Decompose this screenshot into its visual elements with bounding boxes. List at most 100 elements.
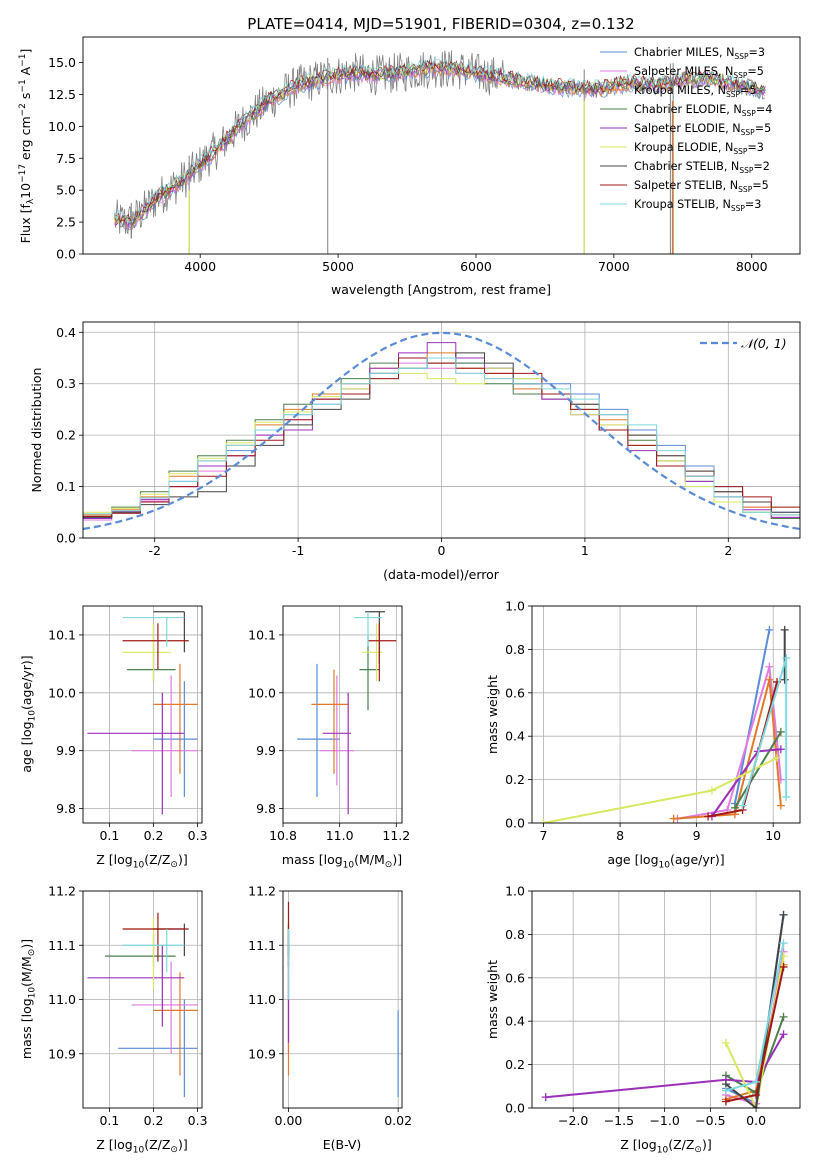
x-axis-label-part: 10: [657, 1146, 669, 1156]
y-tick-label: 0.6: [505, 685, 525, 700]
panel-age-vs-Z: 0.1 0.2 0.39.89.910.010.1Z [log10(Z/Z⊙)]ag…: [19, 605, 208, 871]
x-tick-label: 0.0: [746, 1113, 766, 1128]
plot-area: [87, 611, 198, 815]
panel-age-vs-mass: 10.8 11.0 11.2 9.8 9.9 10.0 10.1 mass [log10(M/…: [248, 605, 410, 871]
x-tick-label: 11.0: [326, 828, 354, 843]
weight-marker: [780, 675, 789, 684]
x-axis-label-part: (Z/Z: [144, 852, 170, 867]
plot-area: [83, 331, 800, 531]
weight-line: [725, 914, 785, 1108]
y-axis-label-part: s: [18, 93, 33, 104]
x-tick-label: −1.5: [604, 1113, 634, 1128]
y-axis-label-part: λ: [26, 198, 36, 204]
axes-spines: [82, 36, 801, 255]
weight-marker: [776, 801, 785, 810]
histogram-step: [83, 357, 800, 516]
x-tick-label: -1: [292, 543, 304, 558]
y-tick-label: 10.0: [248, 685, 276, 700]
weight-marker: [776, 727, 785, 736]
legend-label-part: SSP: [739, 166, 754, 175]
x-axis-label-part: ⊙: [694, 1145, 702, 1155]
y-tick-label: 10.1: [248, 627, 276, 642]
x-axis-label: Z [log10(Z/Z⊙)]: [96, 852, 187, 871]
weight-marker: [780, 625, 789, 634]
x-axis-label-part: ⊙: [385, 860, 393, 870]
y-axis-label-part: mass [log: [19, 998, 34, 1059]
axes-spines: [82, 605, 203, 824]
weight-marker: [779, 1030, 788, 1039]
legend-label-part: Salpeter MILES, N: [634, 65, 733, 78]
panel-weight-vs-Z: −2.0 −1.5 −1.0 −0.5 0.0 0.0 0.2 0.4 0.6 0.8 1.0 mas…: [485, 884, 801, 1156]
y-tick-label: 10.0: [48, 685, 76, 700]
y-tick-label: 9.9: [256, 743, 276, 758]
y-tick-label: 0.3: [56, 376, 76, 391]
x-axis-label: age [log10(age/yr)]: [607, 852, 724, 871]
x-tick-label: −0.5: [695, 1113, 725, 1128]
y-tick-label: 11.0: [248, 992, 276, 1007]
x-tick-label: 0.1: [99, 1113, 119, 1128]
x-tick-label: 11.2: [382, 828, 410, 843]
x-tick-label: 7: [540, 828, 548, 843]
legend-label-part: Chabrier ELODIE, N: [634, 103, 742, 116]
weight-marker: [782, 654, 791, 663]
weight-marker: [752, 1090, 761, 1099]
legend-label-part: =5: [740, 84, 757, 97]
weight-marker: [738, 801, 747, 810]
y-tick-label: 0.8: [505, 927, 525, 942]
y-axis-label-part: −: [18, 175, 28, 183]
y-axis-label: Normed distribution: [29, 368, 44, 493]
legend-label-part: =5: [755, 122, 772, 135]
y-tick-label: 0.2: [505, 1057, 525, 1072]
panel-mass-vs-Z: 0.1 0.2 0.310.911.011.111.2Z [log10(Z/Z⊙)]…: [19, 884, 208, 1156]
legend-label-part: Kroupa MILES, N: [634, 84, 726, 97]
y-axis-label-part: Flux [f: [18, 204, 33, 244]
y-tick-label: 0.4: [505, 1014, 525, 1029]
x-tick-label: 0.3: [188, 1113, 208, 1128]
legend-label-part: =4: [756, 103, 773, 116]
legend-label-part: Kroupa ELODIE, N: [634, 141, 733, 154]
y-tick-label: 0.0: [56, 531, 76, 546]
x-axis-label-part: (Z/Z: [144, 1137, 170, 1152]
y-axis-label-part: 17: [18, 164, 28, 175]
axes-frame: 0.00 0.02 10.9 11.0 11.1 11.2 E(B-V): [248, 884, 412, 1153]
weight-marker: [765, 675, 774, 684]
x-axis-label-part: Z [log: [96, 852, 132, 867]
y-tick-label: 9.9: [56, 743, 76, 758]
weight-marker: [721, 1086, 730, 1095]
weight-marker: [765, 662, 774, 671]
x-axis-label: Z [log10(Z/Z⊙)]: [96, 1137, 187, 1156]
panel-residuals: -2 -1 0 1 2 0.0 0.1 0.2 0.3 0.4 (data-model)/error…: [29, 321, 801, 582]
legend-label-part: SSP: [741, 128, 756, 137]
x-tick-label: 8: [616, 828, 624, 843]
x-axis-label-part: 10: [133, 861, 145, 871]
normal-curve: [83, 331, 800, 531]
y-tick-label: 11.1: [248, 938, 276, 953]
legend-label: Kroupa ELODIE, NSSP=3: [634, 141, 764, 156]
x-tick-label: −1.0: [649, 1113, 679, 1128]
y-tick-label: 10.9: [248, 1046, 276, 1061]
x-tick-label: 6000: [460, 259, 492, 274]
legend-label-part: =3: [745, 198, 762, 211]
legend-label: Kroupa MILES, NSSP=5: [634, 84, 757, 99]
x-axis-label-part: Z [log: [620, 1137, 656, 1152]
weight-marker: [721, 1097, 730, 1106]
weight-marker: [752, 1104, 761, 1108]
y-tick-label: 0.0: [56, 247, 76, 262]
figure-title: PLATE=0414, MJD=51901, FIBERID=0304, z=0…: [247, 15, 634, 33]
x-axis-label: Z [log10(Z/Z⊙)]: [620, 1137, 711, 1156]
y-axis-label: mass [log10(M/M⊙)]: [19, 939, 38, 1059]
y-axis-label-part: (age/yr)]: [19, 655, 34, 710]
x-tick-label: 9: [693, 828, 701, 843]
legend-label: Salpeter ELODIE, NSSP=5: [634, 122, 771, 137]
y-axis-label-part: erg cm: [18, 116, 33, 164]
x-tick-label: 1: [581, 543, 589, 558]
legend-label-part: SSP: [733, 71, 748, 80]
axes-frame: −2.0 −1.5 −1.0 −0.5 0.0 0.0 0.2 0.4 0.6 0.8 1.0 mas…: [485, 884, 801, 1156]
x-axis-label-part: Z [log: [96, 1137, 132, 1152]
x-axis-label-part: )]: [702, 1137, 712, 1152]
legend-label-part: SSP: [734, 52, 749, 61]
y-tick-label: 12.5: [48, 87, 76, 102]
x-tick-label: 0: [438, 543, 446, 558]
y-axis-label-part: 10: [18, 183, 33, 199]
